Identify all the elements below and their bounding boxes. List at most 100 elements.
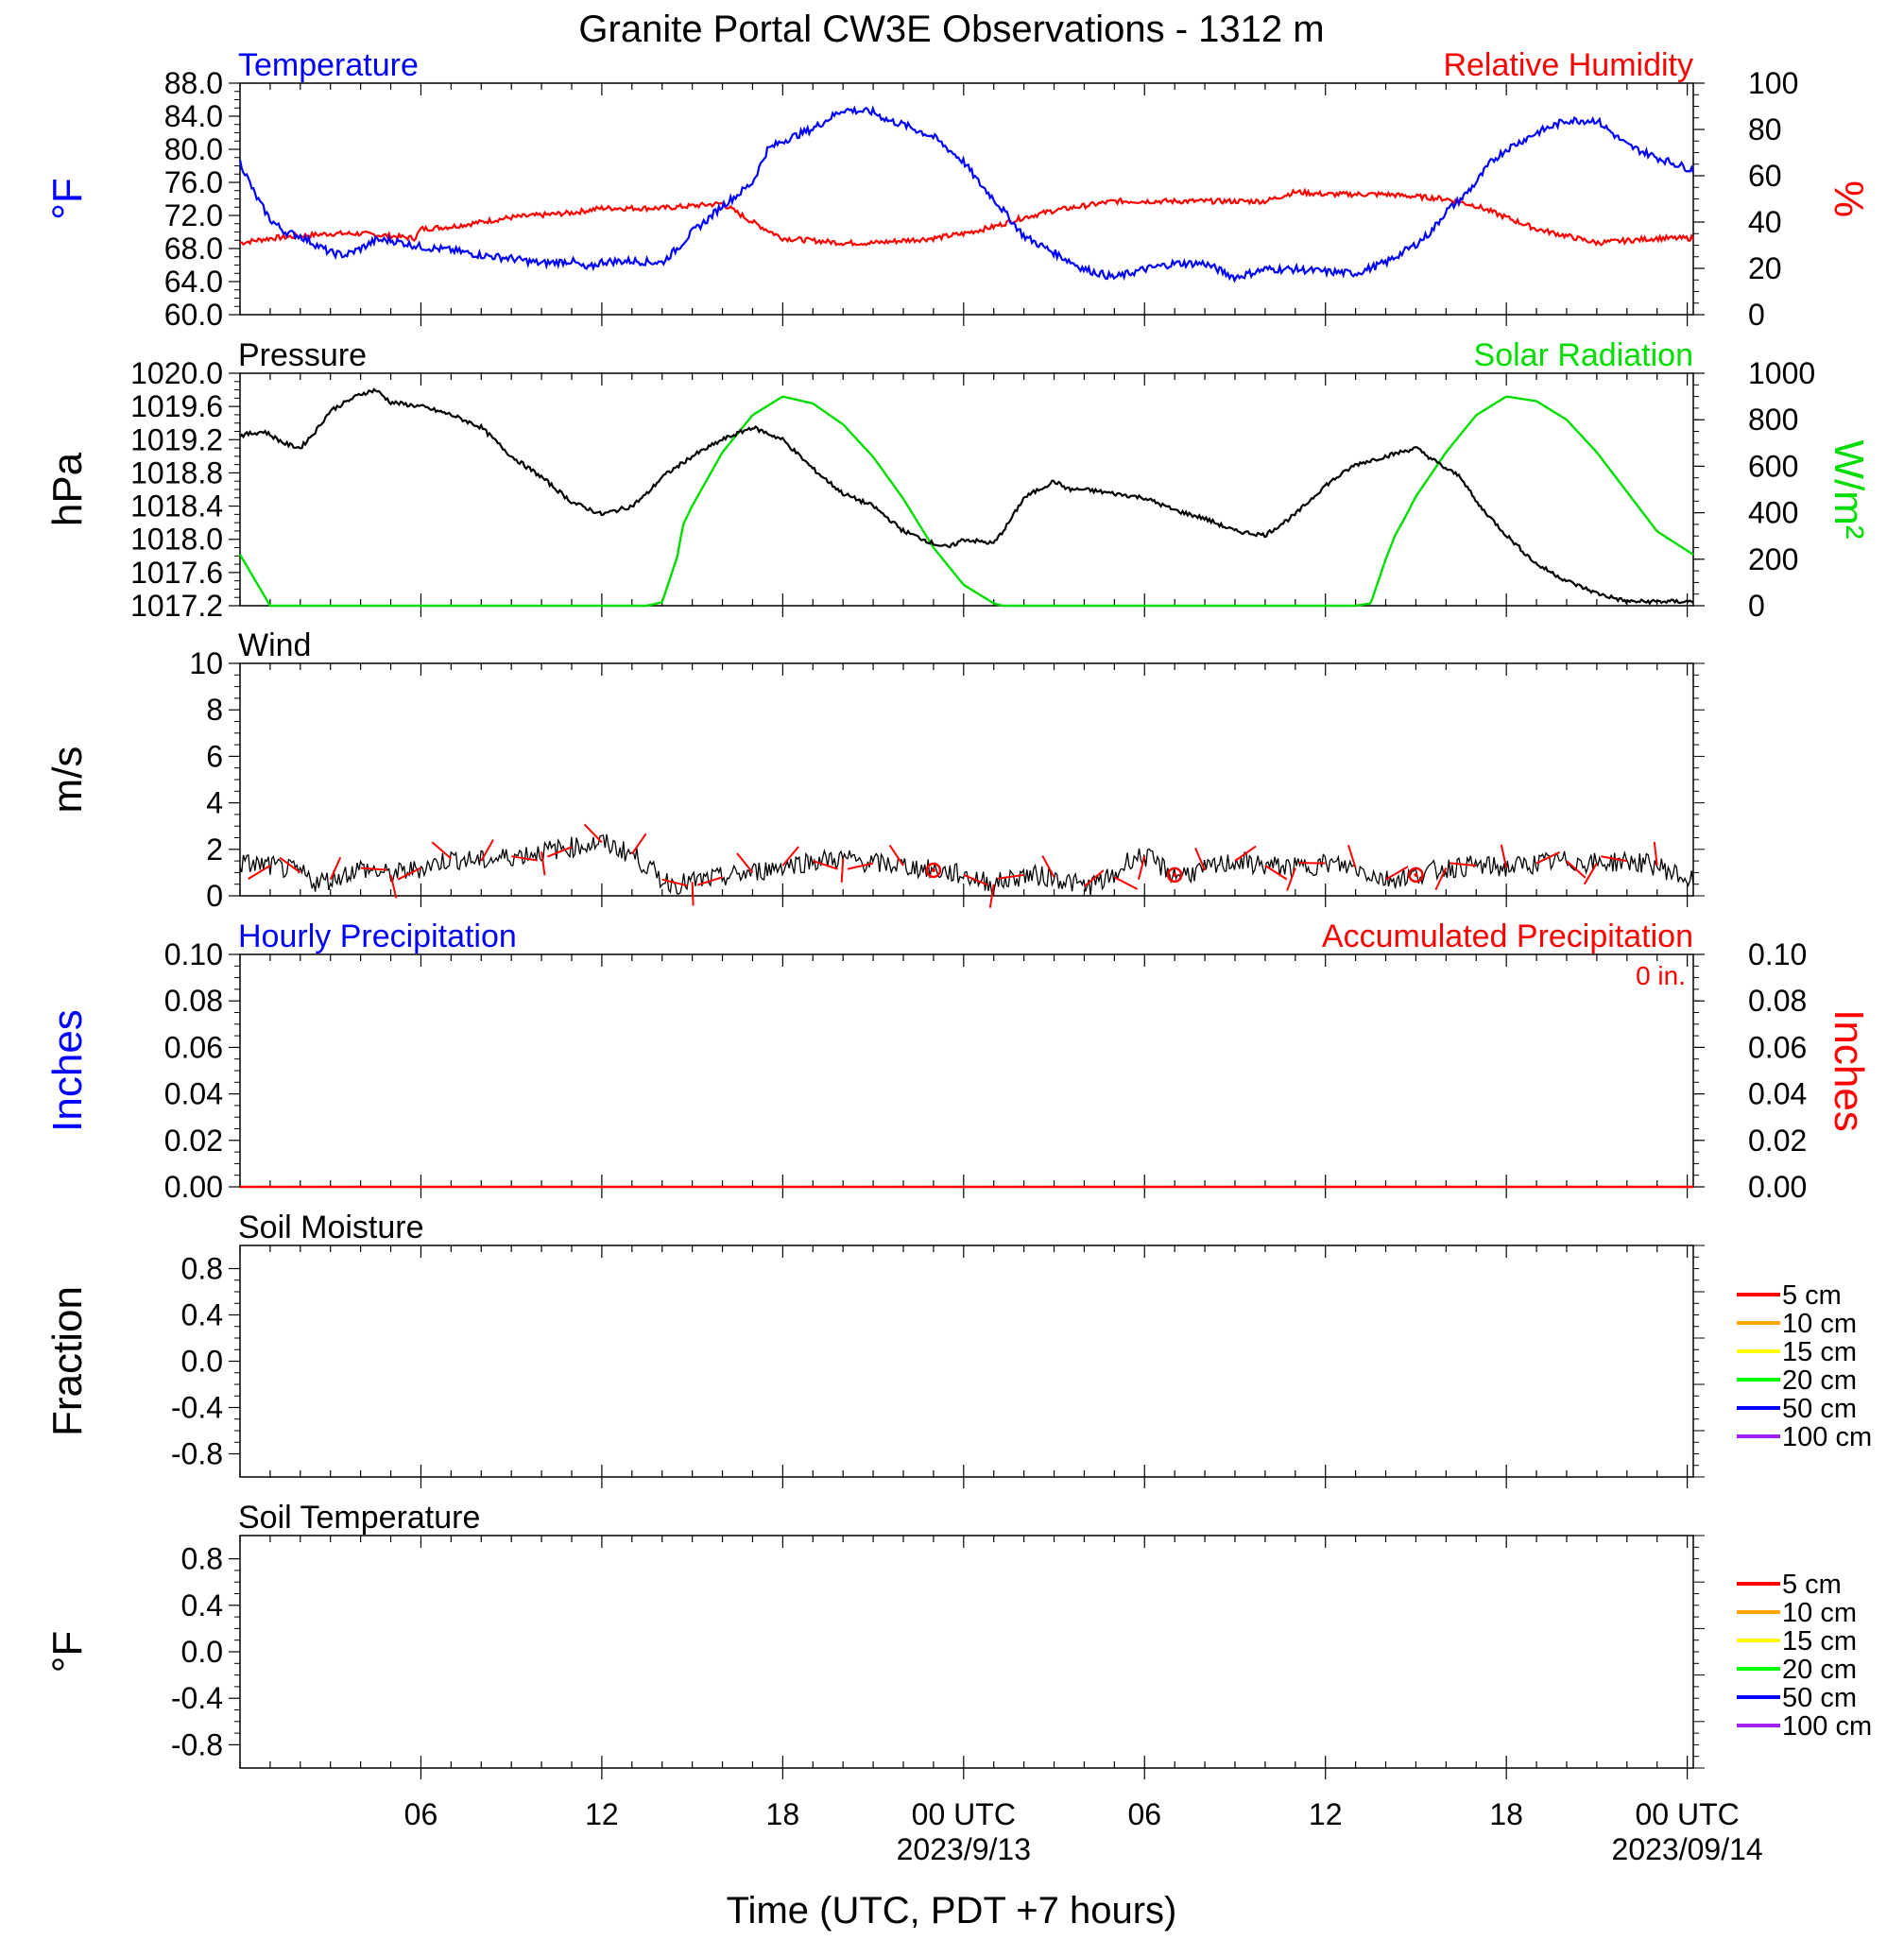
wind-barb: [888, 844, 904, 867]
y-right-tick-label: 800: [1748, 403, 1798, 437]
y-right-tick-label: 20: [1748, 251, 1782, 285]
y-tick-label: 0.0: [181, 1345, 223, 1379]
wind-calm-dot: [1173, 872, 1177, 877]
y-tick-label: 0.10: [164, 937, 223, 971]
legend-label: 15 cm: [1782, 1337, 1857, 1367]
panel-left-title: Soil Moisture: [238, 1210, 424, 1245]
x-date-label: 2023/09/14: [1612, 1832, 1763, 1866]
y-tick-label: 10: [189, 646, 223, 680]
wind-barb: [583, 823, 603, 844]
y-tick-label: 64.0: [164, 265, 223, 299]
wind-barb: [547, 846, 573, 858]
left-unit-label: Fraction: [44, 1286, 91, 1436]
y-tick-label: 0.02: [164, 1124, 223, 1158]
y-right-tick-label: 0.02: [1748, 1124, 1807, 1158]
y-right-tick-label: 100: [1748, 66, 1798, 100]
wind-barb: [389, 874, 398, 899]
left-unit-label: m/s: [44, 747, 91, 814]
wind-barb: [1385, 866, 1409, 881]
legend-label: 10 cm: [1782, 1598, 1857, 1628]
right-unit-label: W/m²: [1826, 439, 1872, 539]
y-tick-label: 1018.0: [130, 523, 223, 557]
wind-calm-dot: [931, 867, 935, 872]
legend-label: 50 cm: [1782, 1683, 1857, 1713]
wind-barb: [988, 884, 995, 908]
wind-barb: [630, 833, 647, 855]
wind-barb: [661, 878, 689, 887]
y-tick-label: 88.0: [164, 66, 223, 100]
y-tick-label: 0.8: [181, 1252, 223, 1286]
panel-frame: [239, 1535, 1694, 1769]
wind-barb: [1113, 876, 1139, 890]
panel-left-title: Temperature: [238, 47, 419, 83]
series-group: [238, 387, 1694, 608]
x-date-label: 2023/9/13: [897, 1832, 1031, 1866]
panel-frame: [239, 82, 1694, 316]
y-tick-label: 76.0: [164, 165, 223, 199]
y-right-tick-label: 60: [1748, 159, 1782, 193]
legend-label: 5 cm: [1782, 1280, 1842, 1311]
y-tick-label: -0.4: [171, 1391, 223, 1425]
legend-label: 50 cm: [1782, 1394, 1857, 1424]
y-tick-label: 8: [206, 693, 223, 727]
y-tick-label: 0.0: [181, 1635, 223, 1669]
wind-barb: [360, 867, 387, 871]
y-tick-label: 1019.2: [130, 422, 223, 456]
x-tick-label: 12: [1309, 1797, 1343, 1831]
wind-barb: [812, 860, 838, 870]
humidity-line: [239, 187, 1694, 248]
wind-barb: [736, 852, 754, 874]
panel-pres: 1017.21017.61018.01018.41018.81019.21019…: [44, 337, 1872, 623]
wind-barb: [1566, 860, 1587, 879]
wind-barb: [511, 855, 538, 862]
wind-calm-marker: [925, 862, 942, 879]
legend-label: 10 cm: [1782, 1309, 1857, 1339]
wind-barb: [1347, 844, 1357, 868]
accumulated-precipitation-total: 0 in.: [1636, 961, 1686, 990]
x-tick-label: 00 UTC: [1635, 1797, 1739, 1831]
temperature-line: [238, 105, 1695, 283]
x-axis-label: Time (UTC, PDT +7 hours): [727, 1890, 1177, 1931]
wind-barb: [1500, 844, 1508, 868]
wind-barb: [1083, 869, 1105, 887]
y-tick-label: -0.8: [171, 1727, 223, 1761]
y-right-tick-label: 1000: [1748, 356, 1815, 390]
y-tick-label: 0: [206, 879, 223, 913]
left-unit-label: hPa: [44, 452, 91, 526]
wind-barb: [1583, 863, 1598, 885]
y-tick-label: 0.00: [164, 1170, 223, 1204]
wind-barb: [329, 857, 342, 881]
wind-barb: [1194, 848, 1206, 871]
panel-left-title: Wind: [238, 627, 311, 663]
wind-barb: [781, 846, 799, 867]
x-tick-label: 06: [1127, 1797, 1161, 1831]
y-right-tick-label: 0.06: [1748, 1030, 1807, 1064]
solar-radiation-line: [238, 395, 1694, 608]
y-right-tick-label: 0.10: [1748, 937, 1807, 971]
panel-soilm: -0.8 -0.4 0.0 0.4 0.8 Soil Moisture Fraction 5 …: [44, 1210, 1872, 1488]
y-right-tick-label: 600: [1748, 449, 1798, 483]
pressure-line: [239, 387, 1694, 606]
wind-barb: [1137, 855, 1146, 880]
y-tick-label: 84.0: [164, 99, 223, 133]
y-tick-label: 0.8: [181, 1542, 223, 1576]
y-tick-label: 1019.6: [130, 389, 223, 423]
y-tick-label: 1018.8: [130, 455, 223, 489]
x-tick-label: 18: [1489, 1797, 1523, 1831]
wind-barb: [1653, 841, 1658, 867]
panel-wind: 0 2 4 6 8 10 Wind m/s: [44, 627, 1705, 913]
y-tick-label: -0.8: [171, 1437, 223, 1471]
y-tick-label: -0.4: [171, 1681, 223, 1715]
left-unit-label: Inches: [44, 1009, 91, 1132]
y-tick-label: 1018.4: [130, 489, 223, 524]
wind-barb: [691, 882, 695, 906]
panel-temp: 60.064.068.072.076.080.084.088.0 0 20 40 60 8…: [44, 47, 1872, 332]
y-right-tick-label: 80: [1748, 112, 1782, 146]
right-unit-label: %: [1826, 180, 1872, 217]
y-tick-label: 1020.0: [130, 356, 223, 390]
x-tick-label: 00 UTC: [912, 1797, 1016, 1831]
x-tick-label: 18: [766, 1797, 800, 1831]
y-tick-label: 68.0: [164, 232, 223, 266]
